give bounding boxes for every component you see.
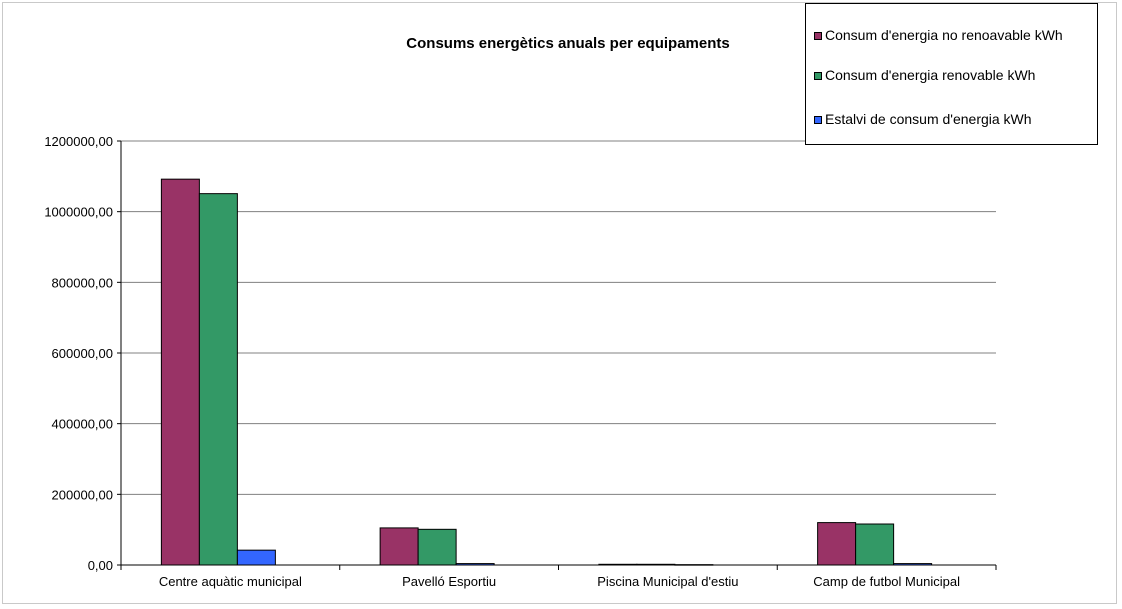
bars (160, 178, 933, 566)
chart-title: Consums energètics anuals per equipament… (406, 35, 729, 52)
y-tick-label: 1000000,00 (44, 205, 113, 220)
y-tick-label: 0,00 (88, 558, 113, 573)
bar (236, 549, 276, 566)
legend: Consum d'energia no renoavable kWh Consu… (805, 3, 1098, 145)
y-tick-label: 600000,00 (52, 346, 113, 361)
x-axis-categories: Centre aquàtic municipal Pavelló Esportiu… (120, 565, 997, 589)
legend-label-renewable: Consum d'energia renovable kWh (825, 67, 1036, 83)
bar (855, 523, 895, 566)
bar (379, 527, 419, 566)
grid-lines (121, 140, 996, 495)
y-tick-label: 200000,00 (52, 487, 113, 502)
x-category-label: Piscina Municipal d'estiu (597, 574, 738, 589)
legend-label-non-renewable: Consum d'energia no renoavable kWh (825, 27, 1063, 43)
x-category-label: Pavelló Esportiu (402, 574, 496, 589)
bar (198, 193, 238, 566)
bar (817, 522, 857, 566)
y-tick-label: 400000,00 (52, 417, 113, 432)
x-category-label: Camp de futbol Municipal (813, 574, 960, 589)
bar (160, 178, 200, 566)
x-category-label: Centre aquàtic municipal (159, 574, 302, 589)
y-tick-label: 800000,00 (52, 275, 113, 290)
legend-label-savings: Estalvi de consum d'energia kWh (825, 111, 1032, 127)
legend-swatch-renewable (814, 72, 822, 80)
legend-swatch-savings (814, 116, 822, 124)
legend-swatch-non-renewable (814, 32, 822, 40)
bar (417, 528, 457, 566)
y-axis-ticks: 0,00 200000,00 400000,00 600000,00 800000,00… (44, 134, 121, 573)
y-tick-label: 1200000,00 (44, 134, 113, 149)
